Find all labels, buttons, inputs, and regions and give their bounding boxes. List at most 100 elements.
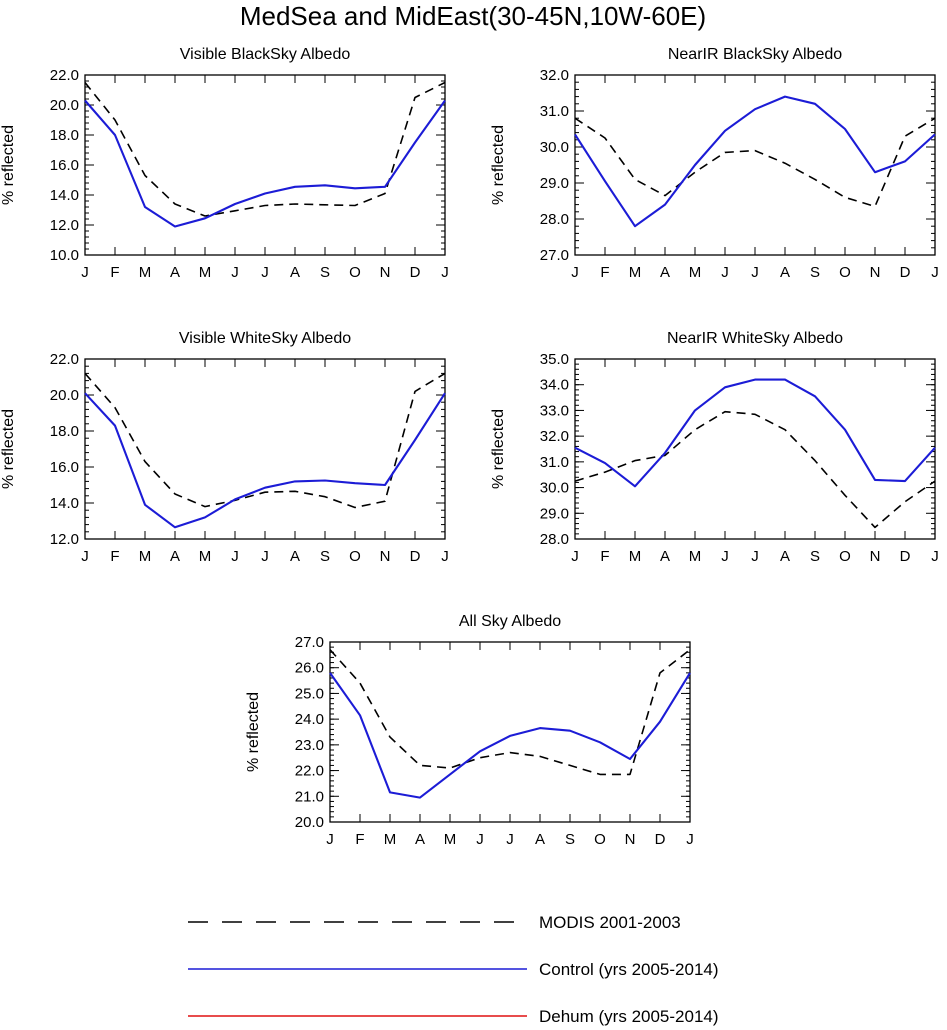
y-tick-label: 23.0 xyxy=(295,737,324,754)
x-tick-label: J xyxy=(931,264,939,281)
y-tick-label: 30.0 xyxy=(540,139,569,156)
y-tick-label: 34.0 xyxy=(540,377,569,394)
x-tick-label: M xyxy=(444,831,457,848)
x-tick-label: S xyxy=(320,264,330,281)
y-tick-label: 16.0 xyxy=(50,157,79,174)
y-tick-label: 12.0 xyxy=(50,531,79,548)
x-tick-label: N xyxy=(625,831,636,848)
x-tick-label: M xyxy=(629,548,642,565)
x-tick-label: M xyxy=(689,264,702,281)
y-tick-label: 27.0 xyxy=(540,247,569,264)
panel-title: NearIR BlackSky Albedo xyxy=(668,46,842,63)
y-tick-label: 29.0 xyxy=(540,175,569,192)
x-tick-label: A xyxy=(415,831,425,848)
y-tick-label: 31.0 xyxy=(540,454,569,471)
plot-frame xyxy=(84,74,446,256)
x-tick-label: A xyxy=(780,264,790,281)
y-tick-label: 20.0 xyxy=(50,97,79,114)
x-tick-label: A xyxy=(290,548,300,565)
x-tick-label: N xyxy=(870,548,881,565)
x-tick-label: J xyxy=(81,548,89,565)
x-tick-label: J xyxy=(476,831,484,848)
x-tick-label: J xyxy=(721,264,729,281)
x-tick-label: O xyxy=(839,548,851,565)
x-tick-label: O xyxy=(839,264,851,281)
y-axis-label: % reflected xyxy=(490,409,507,489)
x-tick-label: A xyxy=(290,264,300,281)
x-tick-label: A xyxy=(780,548,790,565)
control-series-line xyxy=(329,672,691,799)
x-tick-label: O xyxy=(594,831,606,848)
x-tick-label: M xyxy=(629,264,642,281)
modis-series-line xyxy=(84,81,446,217)
y-tick-label: 24.0 xyxy=(295,711,324,728)
plot-frame xyxy=(574,74,936,256)
y-tick-label: 31.0 xyxy=(540,103,569,120)
panel-title: NearIR WhiteSky Albedo xyxy=(667,330,843,347)
legend-label-modis: MODIS 2001-2003 xyxy=(539,913,681,932)
x-tick-label: D xyxy=(900,264,911,281)
y-tick-label: 22.0 xyxy=(295,763,324,780)
x-tick-label: F xyxy=(600,548,609,565)
x-tick-label: J xyxy=(686,831,694,848)
x-tick-label: J xyxy=(441,264,449,281)
x-tick-label: J xyxy=(441,548,449,565)
x-tick-label: A xyxy=(170,264,180,281)
x-tick-label: D xyxy=(655,831,666,848)
x-tick-label: N xyxy=(380,548,391,565)
x-tick-label: D xyxy=(410,548,421,565)
y-tick-label: 22.0 xyxy=(50,351,79,368)
legend: MODIS 2001-2003 Control (yrs 2005-2014) De… xyxy=(188,913,719,1026)
y-tick-label: 10.0 xyxy=(50,247,79,264)
modis-series-line xyxy=(574,410,936,529)
y-tick-label: 18.0 xyxy=(50,423,79,440)
legend-label-dehum: Dehum (yrs 2005-2014) xyxy=(539,1007,719,1026)
control-series-line xyxy=(84,392,446,529)
x-tick-label: S xyxy=(810,264,820,281)
legend-label-control: Control (yrs 2005-2014) xyxy=(539,960,719,979)
x-tick-label: O xyxy=(349,548,361,565)
x-tick-label: J xyxy=(261,548,269,565)
y-tick-label: 20.0 xyxy=(295,814,324,831)
x-tick-label: A xyxy=(170,548,180,565)
y-tick-label: 21.0 xyxy=(295,788,324,805)
x-tick-label: J xyxy=(506,831,514,848)
x-tick-label: F xyxy=(110,264,119,281)
x-tick-label: J xyxy=(231,264,239,281)
x-tick-label: N xyxy=(870,264,881,281)
x-tick-label: M xyxy=(199,264,212,281)
modis-series-line xyxy=(329,649,691,776)
figure-title: MedSea and MidEast(30-45N,10W-60E) xyxy=(240,1,706,31)
x-tick-label: M xyxy=(384,831,397,848)
y-tick-label: 12.0 xyxy=(50,217,79,234)
x-tick-label: M xyxy=(139,264,152,281)
x-tick-label: F xyxy=(600,264,609,281)
x-tick-label: J xyxy=(931,548,939,565)
control-series-line xyxy=(574,95,936,228)
panel-title: Visible BlackSky Albedo xyxy=(180,46,351,63)
x-tick-label: J xyxy=(326,831,334,848)
y-tick-label: 35.0 xyxy=(540,351,569,368)
x-tick-label: J xyxy=(571,548,579,565)
y-axis-label: % reflected xyxy=(490,125,507,205)
x-tick-label: M xyxy=(139,548,152,565)
y-tick-label: 32.0 xyxy=(540,428,569,445)
y-tick-label: 32.0 xyxy=(540,67,569,84)
y-tick-label: 18.0 xyxy=(50,127,79,144)
x-tick-label: N xyxy=(380,264,391,281)
x-tick-label: J xyxy=(751,264,759,281)
panels: Visible BlackSky Albedo J F M A M J J A S O N D J 10.0… xyxy=(0,46,939,848)
panel-title: All Sky Albedo xyxy=(459,613,561,630)
x-tick-label: M xyxy=(689,548,702,565)
y-tick-label: 16.0 xyxy=(50,459,79,476)
x-tick-label: J xyxy=(261,264,269,281)
x-tick-label: F xyxy=(355,831,364,848)
y-axis-label: % reflected xyxy=(0,125,17,205)
plot-frame xyxy=(574,358,936,540)
